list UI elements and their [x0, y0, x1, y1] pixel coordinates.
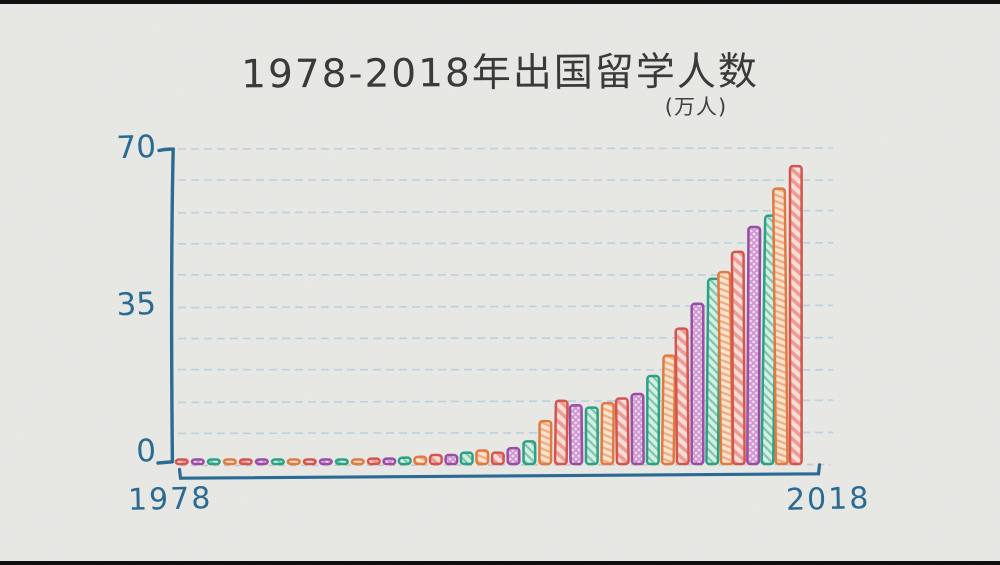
bar-1981 — [222, 458, 237, 466]
bar-2013 — [717, 270, 734, 466]
bar-1991 — [382, 457, 397, 466]
bars-group — [174, 164, 803, 466]
bar-2010 — [674, 327, 690, 466]
bar-1993 — [413, 455, 428, 466]
bar-2015 — [746, 225, 762, 466]
gridline-49 — [177, 242, 834, 245]
bar-1995 — [444, 453, 459, 466]
bar-1984 — [270, 458, 285, 466]
y-axis-line — [156, 147, 175, 465]
x-axis-label-1978: 1978 — [127, 481, 213, 518]
bar-1989 — [350, 458, 365, 466]
y-axis-tick-label-70: 70 — [115, 128, 157, 167]
bar-2009 — [660, 354, 677, 466]
bar-1982 — [238, 458, 253, 466]
bar-1994 — [428, 453, 443, 466]
bar-2006 — [614, 397, 630, 466]
bar-2000 — [522, 440, 537, 466]
x-axis-label-2018: 2018 — [785, 481, 871, 518]
bar-2001 — [538, 419, 553, 466]
bar-1990 — [366, 457, 381, 466]
bar-2018 — [788, 164, 803, 466]
bar-2007 — [630, 392, 645, 466]
y-axis-tick-label-35: 35 — [115, 285, 157, 324]
bar-1980 — [206, 458, 221, 466]
bar-2004 — [584, 406, 599, 466]
y-axis-tick-label-0: 0 — [135, 432, 157, 470]
bar-2017 — [771, 187, 789, 466]
chart-title: 1978-2018年出国留学人数 — [241, 49, 759, 98]
bar-1992 — [397, 456, 412, 466]
bar-2008 — [645, 374, 661, 466]
bar-1998 — [490, 451, 505, 466]
letterbox-bottom — [0, 561, 1000, 565]
bar-1988 — [334, 458, 349, 466]
chart-unit-label: (万人) — [664, 95, 728, 119]
bar-1996 — [459, 451, 474, 466]
bar-1978 — [174, 458, 189, 466]
bar-1997 — [475, 449, 490, 466]
letterbox-top — [0, 0, 1000, 4]
bar-2002 — [553, 399, 569, 466]
bar-2014 — [730, 250, 746, 466]
bar-1979 — [190, 458, 205, 466]
bar-2003 — [568, 404, 584, 466]
gridline-56 — [177, 209, 834, 214]
bar-1986 — [302, 458, 317, 466]
gridline-70 — [177, 147, 834, 150]
bar-1985 — [286, 458, 301, 466]
bar-2011 — [690, 302, 705, 466]
bar-1983 — [254, 458, 269, 466]
bar-1999 — [506, 446, 521, 466]
bar-2005 — [600, 401, 615, 466]
x-axis-line — [177, 463, 822, 480]
bar-1987 — [318, 458, 333, 466]
